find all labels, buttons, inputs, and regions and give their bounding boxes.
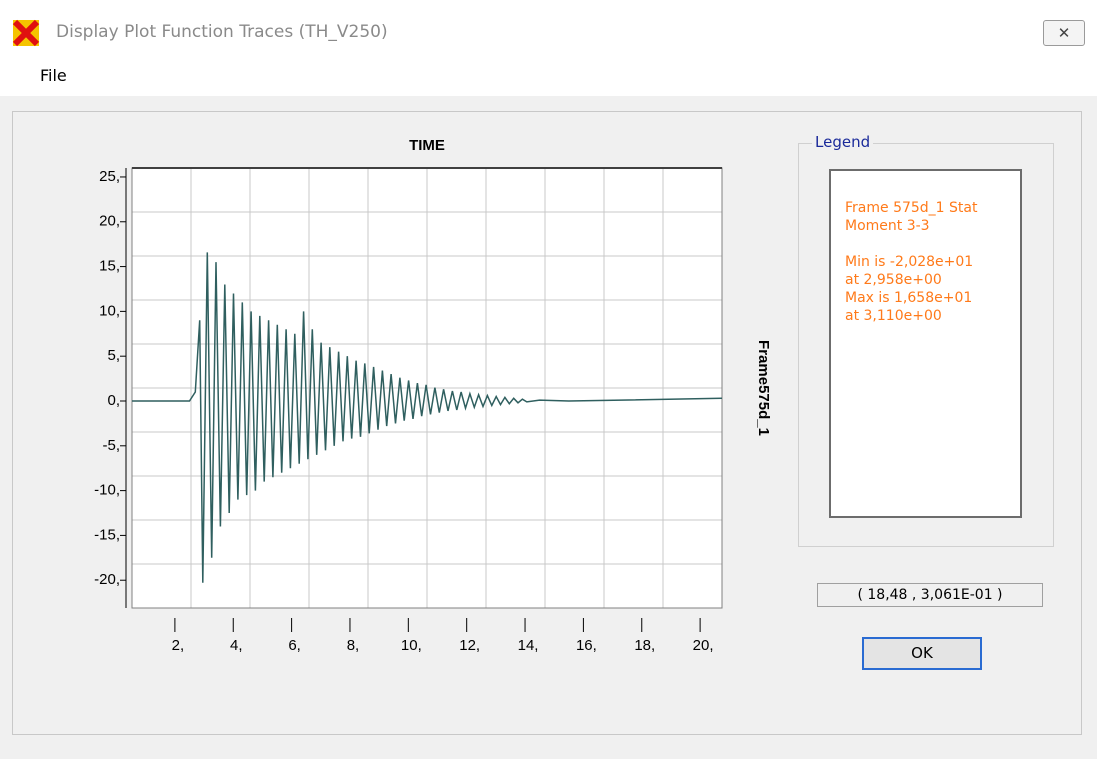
x-tick-label: 12, — [459, 637, 480, 654]
y-tick-label: 20, — [99, 213, 120, 230]
legend-line: Min is -2,028e+01 — [845, 254, 974, 270]
ok-button[interactable]: OK — [862, 637, 982, 670]
legend-line: Moment 3-3 — [845, 218, 930, 234]
menu-item[interactable]: File — [40, 66, 67, 85]
x-tick-label: 20, — [693, 637, 714, 654]
y-tick-label: 15, — [99, 258, 120, 275]
trace-line — [132, 252, 723, 583]
legend-title: Legend — [812, 133, 874, 151]
legend-group — [798, 143, 1054, 547]
chart: TIME Frame575d_1 25, 20, 15, 10, 5, 0, -5, -10, -1… — [94, 137, 772, 654]
cursor-readout: ( 18,48 , 3,061E-01 ) — [817, 583, 1043, 607]
x-tick-label: 6, — [288, 637, 301, 654]
legend-line: Frame 575d_1 Stat — [845, 200, 978, 216]
legend-group-text: Min is -2,028e+01 at 2,958e+00 Max is 1,65… — [831, 253, 1020, 325]
x-tick-label: 18, — [634, 637, 655, 654]
y-tick-label: -10, — [94, 482, 120, 499]
panel — [12, 111, 1082, 735]
x-tick-label: 16, — [576, 637, 597, 654]
y-tick-label: -20, — [94, 571, 120, 588]
x-tick-label: 10, — [401, 637, 422, 654]
title-bar: Display Plot Function Traces (TH_V250) ✕ — [0, 0, 1097, 58]
legend-line: at 2,958e+00 — [845, 272, 942, 288]
y-tick-label: 5, — [107, 347, 120, 364]
y-axis-label: Frame575d_1 — [755, 340, 772, 436]
y-tick-label: 25, — [99, 168, 120, 185]
legend-line: at 3,110e+00 — [845, 308, 942, 324]
x-tick-label: 8, — [347, 637, 360, 654]
x-tick-label: 2, — [172, 637, 185, 654]
legend-line: Max is 1,658e+01 — [845, 290, 973, 306]
menu-bar: File — [0, 58, 1097, 96]
window-title: Display Plot Function Traces (TH_V250) — [56, 22, 388, 42]
legend-group-text: Frame 575d_1 Stat Moment 3-3 — [831, 199, 1020, 235]
close-button[interactable]: ✕ — [1043, 20, 1085, 46]
x-tick-label: 14, — [518, 637, 539, 654]
y-tick-label: -5, — [102, 437, 120, 454]
legend-text-box: Frame 575d_1 Stat Moment 3-3 Min is -2,028… — [829, 169, 1022, 518]
y-tick-label: -15, — [94, 526, 120, 543]
app-icon — [12, 19, 40, 47]
x-tick-label: 4, — [230, 637, 243, 654]
chart-title: TIME — [409, 137, 445, 154]
y-tick-label: 0, — [107, 392, 120, 409]
y-tick-label: 10, — [99, 302, 120, 319]
